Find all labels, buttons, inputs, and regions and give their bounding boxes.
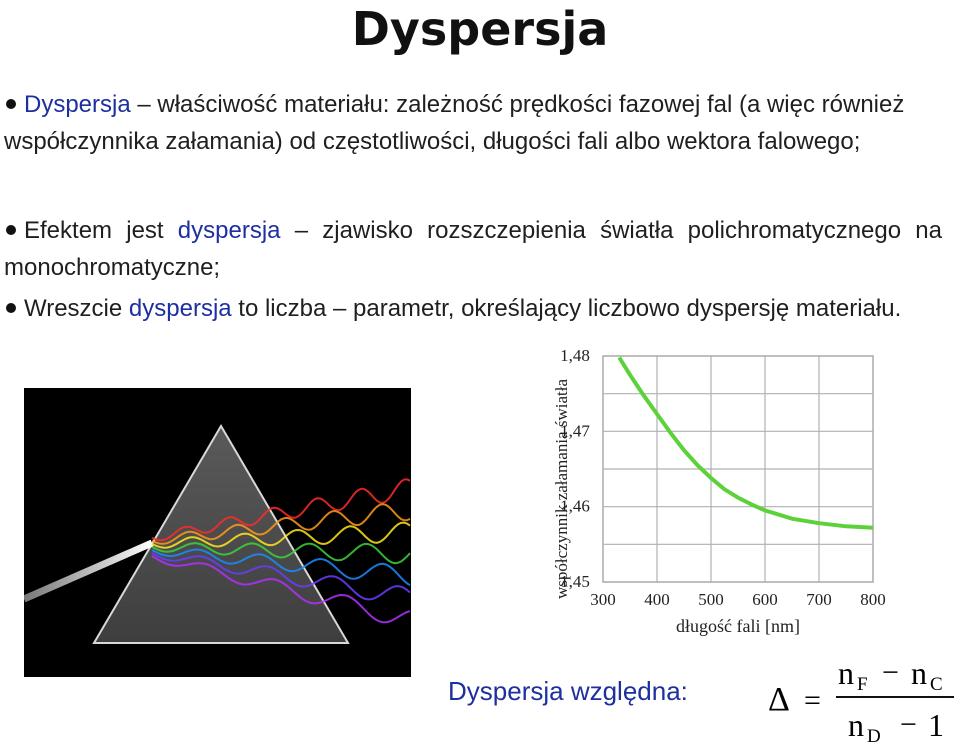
term-dyspersja: dyspersja — [128, 295, 232, 322]
y-tick-label: 1,46 — [560, 497, 590, 516]
refractive-index-chart: 300 400 500 600 700 800 1,45 1,46 1,47 1,48 współ… — [545, 340, 905, 645]
x-tick-label: 300 — [590, 590, 616, 609]
formula-label: Dyspersja względna: — [448, 676, 688, 706]
subscript-d: D — [867, 726, 881, 747]
y-axis-label: współczynnik załamania światła — [552, 379, 571, 599]
relative-dispersion-formula: Δ = n F − n C n D − 1 — [760, 650, 960, 749]
spectrum-wave — [151, 478, 411, 542]
bullet-dot — [6, 99, 16, 110]
numerator-n-f: n — [838, 655, 854, 691]
subscript-c: C — [930, 674, 943, 695]
x-axis-label: długość fali [nm] — [676, 616, 800, 636]
bullet-3-text: to liczba – parametr, określający liczbo… — [231, 295, 902, 322]
denominator-one: 1 — [928, 707, 944, 743]
page-title: Dyspersja — [351, 2, 609, 56]
equals-sign: = — [804, 684, 821, 717]
denominator-n-d: n — [848, 707, 864, 743]
x-tick-label: 800 — [860, 590, 886, 609]
term-dyspersja: Dyspersja — [24, 91, 131, 118]
bullet-2-prefix: Efektem jest — [24, 217, 178, 244]
subscript-f: F — [857, 674, 868, 695]
spectrum-wave — [151, 555, 411, 624]
y-tick-label: 1,45 — [560, 572, 590, 591]
x-tick-label: 700 — [806, 590, 832, 609]
x-tick-label: 400 — [644, 590, 670, 609]
bullet-1: Dyspersja – właściwość materiału: zależn… — [4, 86, 942, 160]
bullet-dot — [6, 225, 16, 236]
bullet-2: Efektem jest dyspersja – zjawisko rozszc… — [4, 212, 942, 286]
chart-grid — [602, 355, 874, 583]
spectrum-wave — [151, 548, 411, 587]
spectrum-wave — [151, 521, 411, 549]
bullet-3-prefix: Wreszcie — [24, 295, 129, 322]
rainbow-waves — [151, 478, 411, 624]
series-line — [617, 356, 874, 530]
y-tick-label: 1,47 — [560, 421, 590, 440]
denominator-minus: − — [900, 708, 917, 741]
term-dyspersja: dyspersja — [177, 217, 281, 244]
y-tick-label: 1,48 — [560, 346, 590, 365]
spectrum-wave — [151, 503, 411, 545]
spectrum-wave — [151, 552, 411, 601]
prism-dispersion-image — [24, 388, 411, 677]
x-tick-label: 500 — [698, 590, 724, 609]
bullet-dot — [6, 303, 16, 314]
bullet-2-text: – zjawisko rozszczepienia światła polich… — [4, 217, 942, 281]
white-light-beam — [24, 539, 154, 603]
chart-ticks: 300 400 500 600 700 800 1,45 1,46 1,47 1,48 — [560, 346, 886, 609]
numerator-minus: − — [882, 656, 899, 689]
bullet-1-text: – właściwość materiału: zależność prędko… — [4, 91, 905, 155]
numerator-n-c: n — [911, 655, 927, 691]
delta-symbol: Δ — [768, 681, 790, 718]
bullet-3: Wreszcie dyspersja to liczba – parametr,… — [4, 290, 942, 327]
spectrum-wave — [151, 542, 411, 565]
x-tick-label: 600 — [752, 590, 778, 609]
